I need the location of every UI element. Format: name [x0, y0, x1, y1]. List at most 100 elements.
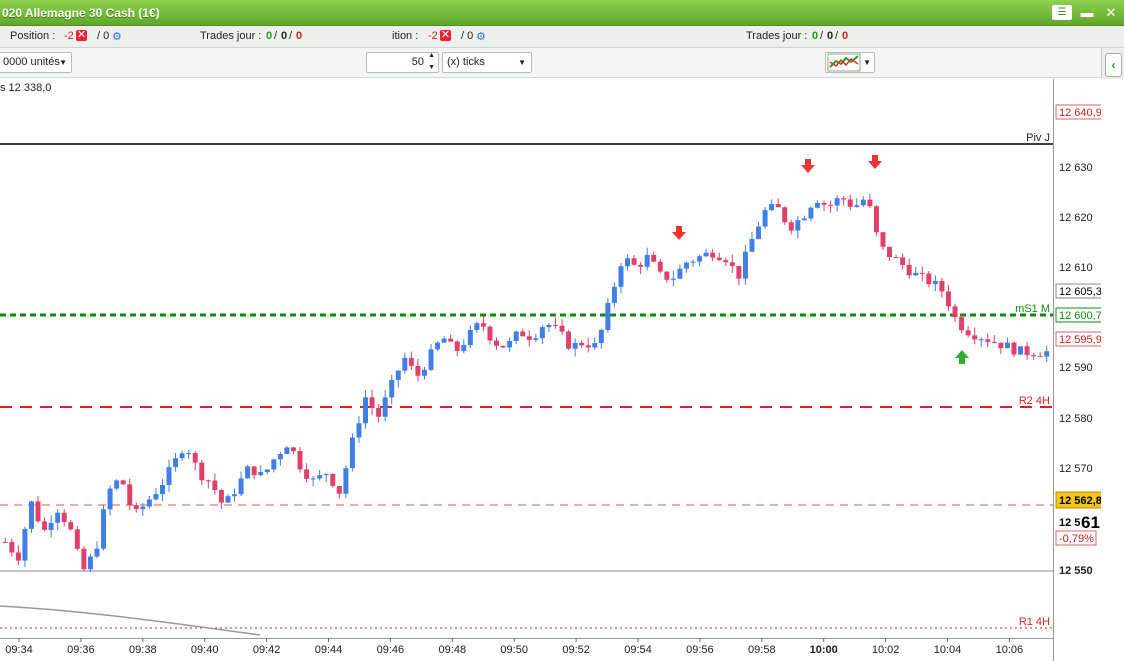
candle-body	[218, 490, 224, 503]
list-icon[interactable]: ☰	[1052, 5, 1072, 20]
candle-body	[526, 336, 532, 340]
candle-body	[631, 258, 637, 265]
candle-body	[101, 509, 107, 549]
candle-body	[68, 522, 74, 530]
candle-body	[579, 342, 585, 346]
candle-body	[520, 331, 526, 337]
candle-body	[179, 453, 185, 459]
candle-body	[2, 542, 8, 543]
candle-body	[978, 339, 984, 341]
sell-arrow-icon	[672, 226, 686, 240]
candle-body	[867, 199, 873, 207]
price-box-6007: 12 600,7	[1059, 310, 1101, 322]
candle-body	[448, 338, 454, 342]
candle-body	[959, 317, 965, 331]
candle-body	[290, 447, 296, 452]
candle-body	[801, 218, 807, 221]
candle-body	[153, 494, 159, 500]
candle-body	[670, 278, 676, 280]
candle-body	[22, 528, 28, 561]
candle-body	[932, 280, 938, 285]
close-icon[interactable]: ✕	[1105, 5, 1117, 20]
units-select[interactable]: 0000 unités ▼	[0, 52, 72, 73]
price-tick-12550: 12 550	[1059, 565, 1093, 577]
candle-body	[1024, 346, 1030, 356]
candle-body	[317, 475, 323, 479]
trades-jour-right-value-2: 0	[827, 30, 834, 42]
time-label: 09:50	[500, 644, 528, 656]
candle-body	[945, 291, 951, 307]
candle-body	[828, 204, 834, 206]
candle-body	[795, 220, 801, 231]
candle-body	[919, 272, 925, 274]
stepper-arrows-icon[interactable]: ▲ ▼	[428, 52, 435, 71]
candle-body	[382, 397, 388, 417]
candle-body	[232, 494, 238, 497]
chevron-down-icon: ▼	[518, 58, 526, 67]
candle-body	[756, 226, 762, 239]
pivot-label: Piv J	[1026, 132, 1050, 144]
settings-gear2-icon[interactable]: ⚙	[476, 31, 486, 43]
chart-style-icon	[827, 53, 861, 72]
price-tick-12580: 12 580	[1059, 413, 1093, 425]
price-tick-12630: 12 630	[1059, 162, 1093, 174]
candle-body	[127, 484, 133, 506]
price-axis: 12 630 12 620 12 610 12 590 12 580 12 57…	[1059, 162, 1093, 577]
candle-body	[225, 496, 231, 503]
candles-group	[2, 194, 1050, 573]
candle-body	[991, 341, 997, 343]
candle-body	[441, 338, 447, 343]
candle-body	[166, 467, 172, 485]
candle-body	[736, 266, 742, 279]
trades-jour-value-1: 0	[266, 30, 273, 42]
candle-body	[775, 204, 781, 208]
candle-body	[880, 232, 886, 247]
candle-body	[94, 548, 100, 557]
price-chart[interactable]: s 12 338,0 Piv J mS1 M R2 4H R1 4H 12	[0, 79, 1124, 661]
trades-jour-label: Trades jour :	[200, 30, 262, 42]
time-label: 09:58	[748, 644, 776, 656]
candle-body	[435, 342, 441, 350]
candle-body	[1031, 355, 1037, 357]
candle-body	[965, 330, 971, 336]
candle-body	[985, 339, 991, 342]
candle-body	[546, 324, 552, 328]
time-label: 09:44	[315, 644, 343, 656]
candle-body	[1011, 342, 1017, 355]
units-value: 0000 unités	[3, 56, 60, 68]
close-position-icon[interactable]: ✕	[76, 29, 87, 41]
candle-body	[421, 369, 427, 376]
price-box-6053: 12 605,3	[1059, 286, 1101, 298]
candle-body	[592, 343, 598, 348]
ticks-unit-select[interactable]: (x) ticks ▼	[442, 52, 532, 73]
candle-body	[847, 199, 853, 207]
candle-body	[107, 488, 113, 510]
position2-label: ition :	[392, 30, 419, 42]
price-tick-12620: 12 620	[1059, 212, 1093, 224]
candle-body	[972, 335, 978, 340]
candle-body	[55, 512, 61, 523]
candle-body	[716, 257, 722, 261]
candle-body	[559, 325, 565, 332]
candle-body	[644, 254, 650, 267]
candle-body	[271, 459, 277, 470]
price-change-pct: -0,79%	[1059, 533, 1094, 545]
minimize-icon[interactable]: ▬	[1080, 5, 1094, 20]
time-label: 10:00	[810, 644, 838, 656]
candle-body	[415, 365, 421, 376]
candle-body	[769, 204, 775, 211]
window-titlebar: 020 Allemagne 30 Cash (1€) ☰ ▬ ✕	[0, 0, 1124, 26]
candle-body	[552, 324, 558, 326]
collapse-panel-icon[interactable]: ‹	[1105, 53, 1122, 77]
candle-body	[703, 252, 709, 257]
candle-body	[369, 397, 375, 409]
candle-body	[507, 340, 513, 348]
ticks-stepper[interactable]: 50 ▲ ▼	[366, 52, 439, 73]
settings-gear-icon[interactable]: ⚙	[112, 31, 122, 43]
candle-body	[841, 198, 847, 200]
chart-type-button[interactable]: ▼	[825, 52, 875, 73]
candle-body	[114, 480, 120, 489]
candle-body	[310, 478, 316, 480]
close-position2-icon[interactable]: ✕	[440, 29, 451, 41]
candle-body	[487, 326, 493, 341]
